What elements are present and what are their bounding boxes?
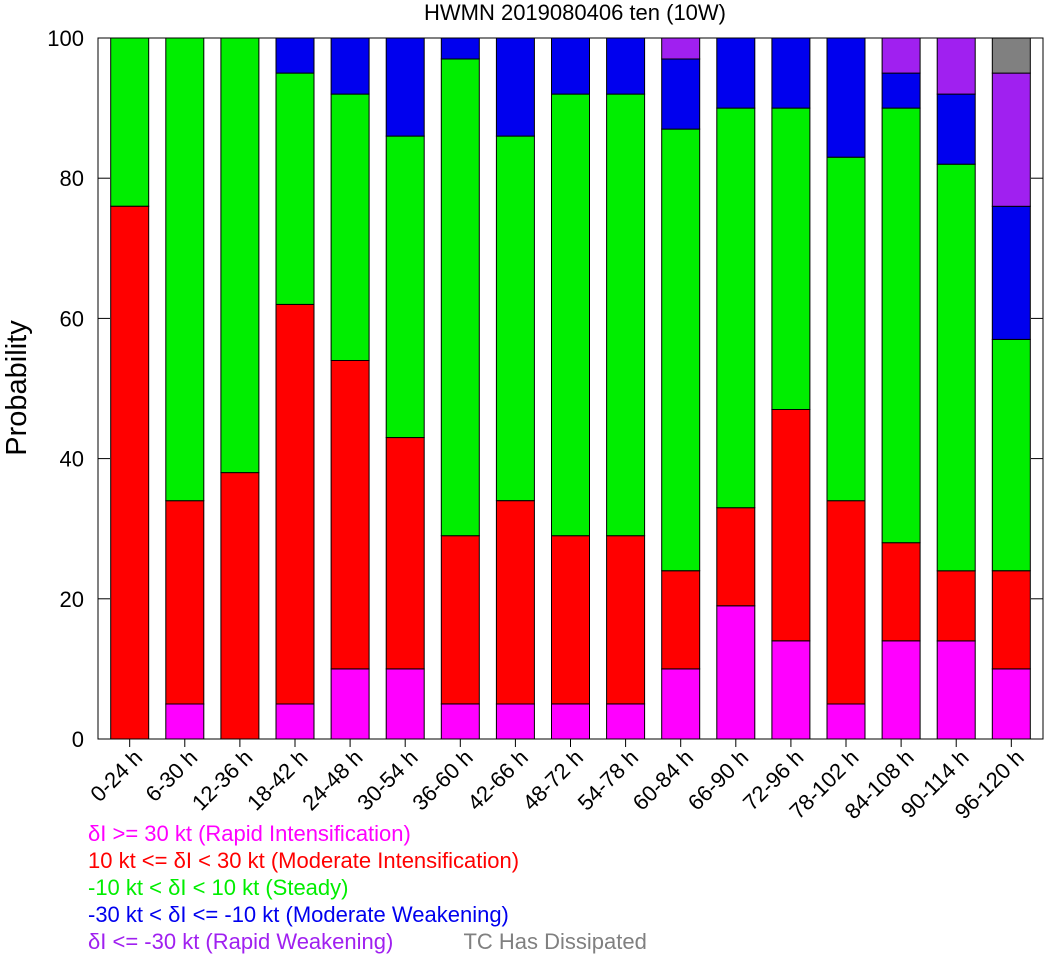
bar-segment [716,107,756,509]
legend-item-dissipated: TC Has Dissipated [463,929,647,954]
bar-segment [991,205,1031,340]
bar-segment [275,72,315,305]
bar-segment [991,668,1031,740]
x-tick-label: 0-24 h [85,745,147,807]
bar-segment [991,570,1031,670]
bar-segment [275,703,315,740]
bar-segment [826,156,866,502]
legend-item-moderate-intensification: 10 kt <= δI < 30 kt (Moderate Intensific… [88,848,520,873]
bar-segment [385,668,425,740]
bar-segment [330,93,370,361]
bar-segment [936,37,976,95]
bar-segment [881,72,921,109]
legend-row-last: δI <= -30 kt (Rapid Weakening) TC Has Di… [88,928,647,955]
legend-item-moderate-weakening: -30 kt < δI <= -10 kt (Moderate Weakenin… [88,902,509,927]
bar-segment [551,703,590,740]
bar-segment [936,640,976,740]
legend-item-rapid-intensification: δI >= 30 kt (Rapid Intensification) [88,821,411,846]
y-tick-label: 40 [60,447,84,472]
x-tick-label: 30-54 h [352,745,422,815]
x-tick-label: 12-36 h [187,745,257,815]
bar-segment [661,570,701,670]
bar-segment [330,37,370,95]
y-tick-label: 80 [60,166,84,191]
x-tick-label: 36-60 h [407,745,477,815]
bar-segment [771,37,811,109]
bar-segment [991,338,1031,572]
bar-segment [771,107,811,410]
bar-segment [991,72,1031,207]
bar-segment [165,500,205,705]
bar-segment [551,37,590,95]
bar-segment [936,570,976,642]
y-tick-label: 60 [60,306,84,331]
bar-segment [606,37,646,95]
bar-segment [220,472,260,740]
y-tick-label: 100 [47,26,84,51]
bar-segment [220,37,260,474]
bar-segment [495,135,535,502]
bar-segment [661,668,701,740]
bar-segment [330,668,370,740]
bar-segment [440,37,480,60]
legend-item-rapid-weakening: δI <= -30 kt (Rapid Weakening) [88,929,394,954]
bar-segment [110,205,150,740]
x-tick-label: 48-72 h [518,745,588,815]
bar-segment [551,93,590,537]
chart-title: HWMN 2019080406 ten (10W) [424,0,726,25]
plot-frame [97,37,1044,740]
x-tick-label: 66-90 h [683,745,753,815]
bar-segment [661,58,701,130]
legend: δI >= 30 kt (Rapid Intensification) 10 k… [88,820,647,955]
bar-segment [275,303,315,705]
bar-segment [385,437,425,670]
bar-segment [826,37,866,158]
bar-segment [440,703,480,740]
bar-segment [385,135,425,438]
bar-segment [165,37,205,502]
bar-segment [385,37,425,137]
bar-segment [826,500,866,705]
bar-segment [661,128,701,572]
bar-segment [661,37,701,60]
x-tick-label: 24-48 h [297,745,367,815]
bar-segment [881,37,921,74]
bar-segment [495,37,535,137]
bars-group [110,37,1031,740]
bar-segment [330,360,370,670]
bar-segment [881,542,921,642]
bar-segment [551,535,590,705]
bar-segment [771,640,811,740]
bar-segment [275,37,315,74]
bar-segment [716,507,756,607]
bar-segment [991,37,1031,74]
bar-segment [826,703,866,740]
bar-segment [936,93,976,165]
bar-segment [771,409,811,642]
y-tick-label: 0 [72,727,84,752]
x-tick-label: 42-66 h [462,745,532,815]
bar-segment [495,703,535,740]
bar-segment [606,93,646,537]
y-axis-label: Probability [1,320,33,456]
bar-segment [936,163,976,572]
x-tick-label: 18-42 h [242,745,312,815]
bar-segment [165,703,205,740]
bar-segment [881,640,921,740]
bar-segment [495,500,535,705]
bar-segment [716,605,756,740]
bar-segment [110,37,150,207]
bar-segment [440,58,480,537]
x-tick-label: 60-84 h [628,745,698,815]
bar-segment [440,535,480,705]
bar-segment [881,107,921,544]
bar-segment [606,535,646,705]
y-tick-label: 20 [60,587,84,612]
x-tick-label: 54-78 h [573,745,643,815]
legend-item-steady: -10 kt < δI < 10 kt (Steady) [88,875,349,900]
bar-segment [716,37,756,109]
bar-segment [606,703,646,740]
